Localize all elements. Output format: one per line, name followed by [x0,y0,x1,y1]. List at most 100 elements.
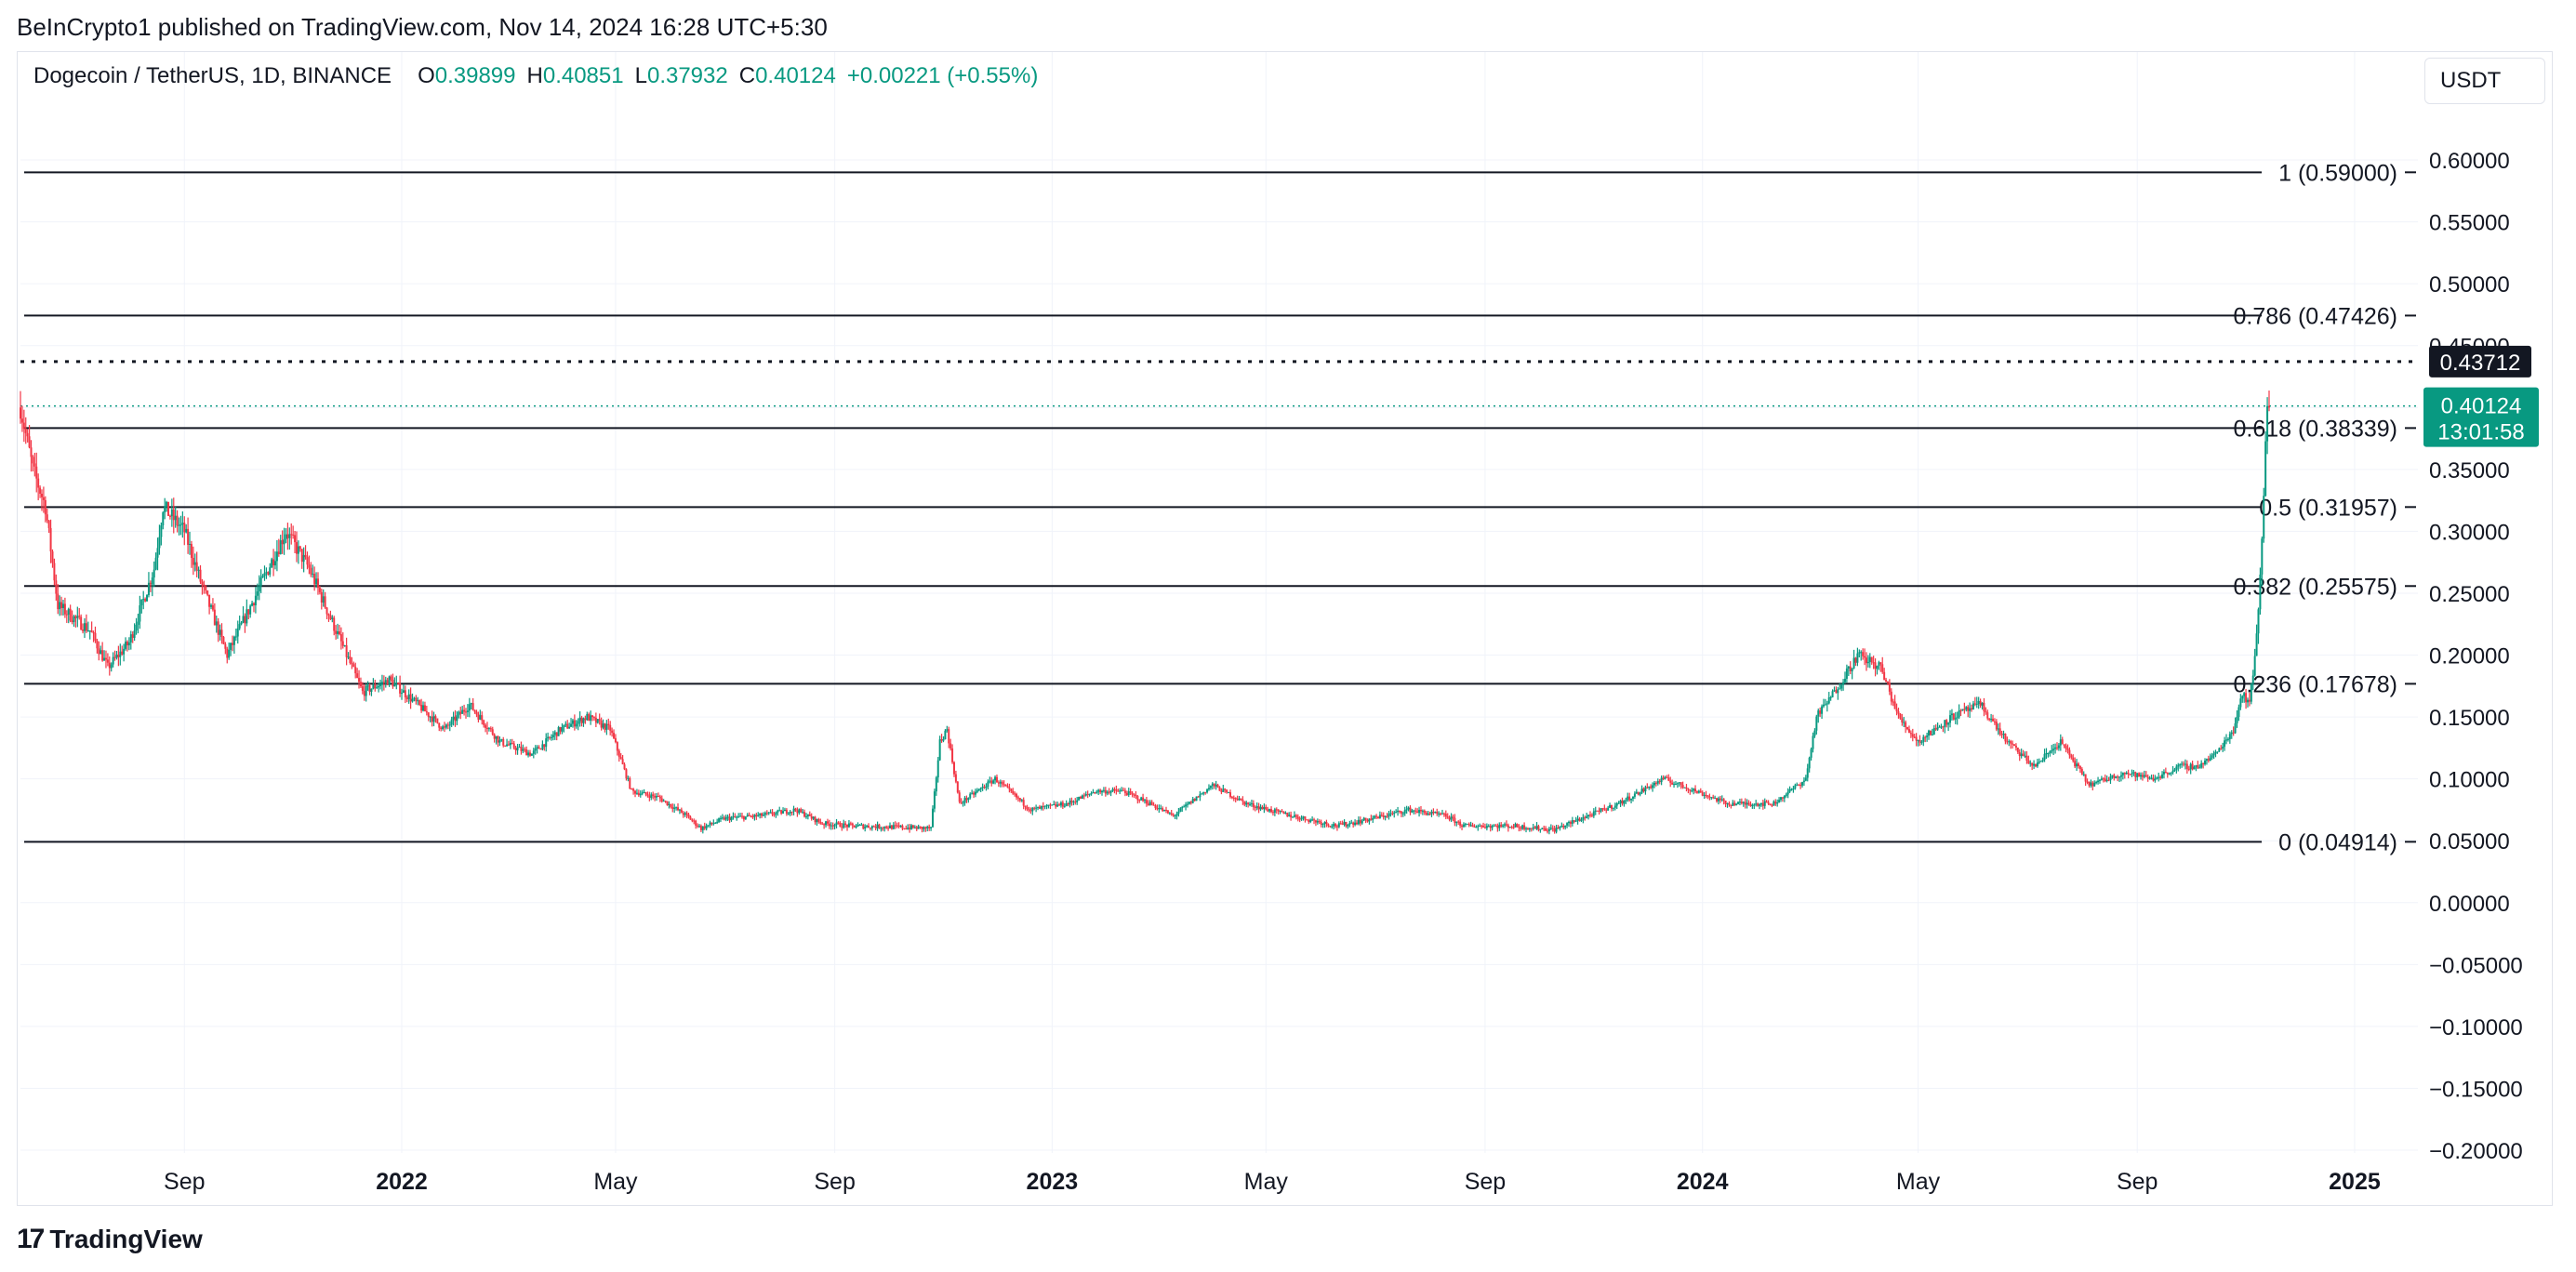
candle-body [1525,828,1528,829]
candle-body [135,624,138,631]
candle-body [650,794,653,798]
candle-body [1106,791,1109,794]
candle-body [644,791,647,795]
price-axis[interactable]: 0.600000.550000.500000.450000.400000.350… [2429,149,2523,1164]
candle-body [1674,783,1677,785]
candle-body [675,807,678,809]
candle-body [2267,405,2270,408]
candle-body [680,809,683,814]
candle-body [1419,809,1422,812]
candle-body [1535,826,1538,829]
candle-body [1977,700,1980,704]
candle-body [609,724,612,731]
candle-body [201,581,204,585]
candle-body [2043,753,2046,760]
candle-body [1010,788,1013,791]
candle-body [1309,819,1312,822]
candle-body [695,820,697,826]
candle-body [464,711,467,713]
candle-body [1125,792,1128,795]
dotted-level-marker [2429,345,2531,378]
candle-body [1259,806,1262,810]
candle-body [1856,653,1859,663]
candle-body [1749,804,1752,806]
candle-body [2125,773,2128,775]
candle-body [1603,808,1606,810]
candle-body [938,739,941,761]
candle-body [1637,791,1640,795]
candles [20,391,2270,835]
candle-body [2088,781,2091,786]
candle-body [673,807,676,809]
candle-body [2107,779,2110,781]
candle-body [1267,809,1269,812]
candle-body [549,736,551,738]
candle-body [1376,816,1379,818]
time-axis[interactable]: Sep 2022 May Sep 2023 May Sep 2024 May Sep 2025 [164,1169,2381,1195]
candle-body [1592,811,1595,816]
candle-body [974,791,976,795]
candle-body [497,735,499,743]
candle-body [2123,772,2126,775]
candle-body [2239,698,2242,708]
candle-body [1201,793,1203,795]
candle-body [1598,810,1600,812]
candle-body [491,729,494,735]
candle-body [475,711,478,715]
candle-body [1615,803,1618,806]
candle-body [1730,804,1733,806]
candle-body [1466,823,1468,825]
candle-body [1835,690,1838,694]
candle-body [1926,735,1929,737]
last-price-marker [2423,387,2539,447]
candle-body [1461,825,1464,828]
candle-body [892,825,895,829]
candle-body [1662,777,1665,779]
symbol-name[interactable]: Dogecoin / TetherUS, 1D, BINANCE [33,63,392,88]
candle-body [1275,809,1278,811]
tradingview-logo-icon: 17 [17,1224,45,1254]
tradingview-logo[interactable]: 17 TradingView [17,1224,203,1255]
candle-body [108,662,111,669]
candle-body [495,735,498,739]
candle-body [623,764,626,770]
candle-body [1416,811,1419,814]
candle-body [823,824,826,826]
candle-body [685,813,688,815]
candle-body [1534,827,1536,829]
candle-body [331,617,334,619]
candle-body [802,812,804,814]
candle-body [404,690,406,697]
candle-body [126,642,128,646]
x-tick-label: 2025 [2329,1169,2381,1195]
candle-body [1885,680,1888,682]
currency-button[interactable]: USDT [2424,58,2545,104]
candle-body [2250,683,2252,702]
candle-body [1640,788,1643,793]
candle-body [1716,798,1719,802]
candle-body [1719,798,1721,801]
candle-body [1498,824,1501,828]
candle-body [794,808,797,811]
candle-body [1652,785,1654,788]
candle-body [1086,794,1089,796]
candle-body [536,747,538,749]
candle-body [570,723,573,727]
candle-body [1455,821,1458,824]
candle-body [1808,757,1811,769]
candle-body [1587,815,1590,816]
candle-body [1457,821,1460,823]
candle-body [211,604,214,610]
candle-body [358,678,361,682]
candle-body [1714,798,1717,800]
candle-body [2230,732,2233,735]
candle-body [1574,820,1577,822]
candle-body [699,826,702,830]
candle-body [452,716,455,720]
candle-body [2253,656,2256,676]
candle-body [47,520,50,528]
candle-body [423,705,426,712]
candle-body [687,814,690,817]
candle-body [1281,811,1283,813]
